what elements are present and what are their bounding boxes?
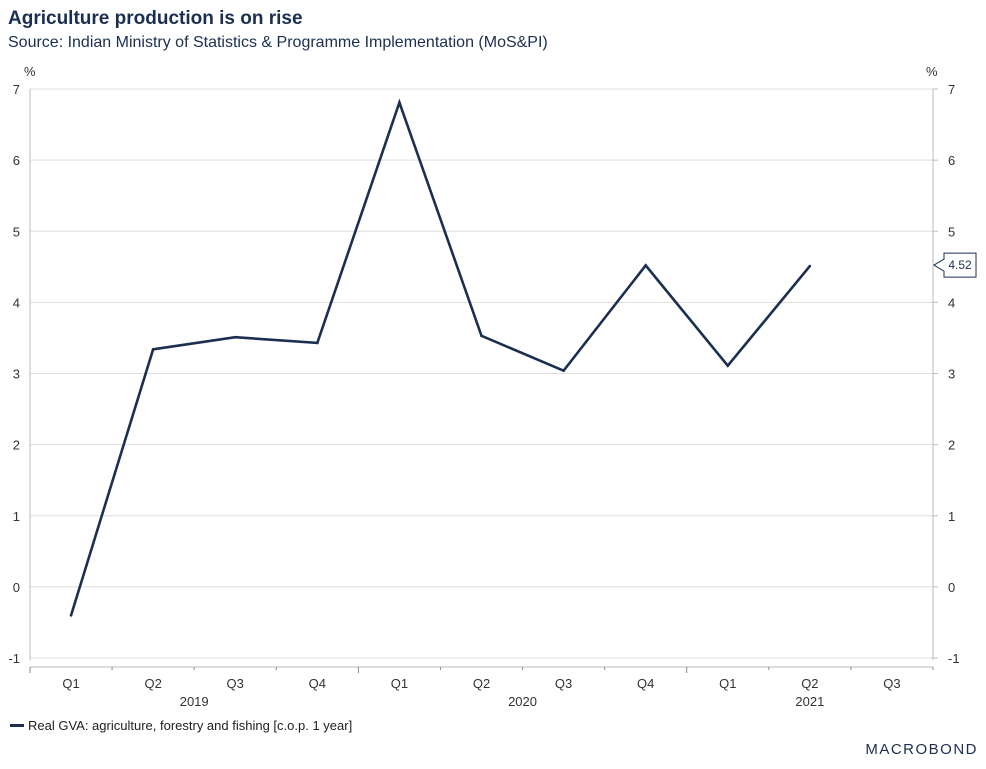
callout-value: 4.52 — [948, 258, 972, 272]
y-tick-label-left: 6 — [13, 153, 20, 168]
y-tick-label-right: 0 — [948, 580, 955, 595]
y-unit-left: % — [24, 64, 36, 79]
data-point — [233, 335, 237, 339]
y-tick-label-left: 3 — [13, 367, 20, 382]
axes: % % — [24, 64, 938, 668]
chart-title: Agriculture production is on rise — [8, 8, 303, 29]
y-tick-label-right: -1 — [948, 651, 960, 666]
x-tick-label: Q2 — [473, 676, 490, 691]
data-point — [644, 264, 647, 267]
x-tick-label: Q1 — [719, 676, 736, 691]
data-point — [69, 614, 73, 617]
y-unit-right: % — [926, 64, 938, 79]
y-tick-label-left: 0 — [13, 580, 20, 595]
macrobond-logo: MACROBOND — [865, 741, 978, 758]
y-tick-label-right: 3 — [948, 367, 955, 382]
last-value-callout: 4.52 — [933, 252, 977, 278]
x-tick-label: Q3 — [227, 676, 244, 691]
y-tick-label-right: 6 — [948, 153, 955, 168]
legend-label: Real GVA: agriculture, forestry and fish… — [28, 718, 353, 733]
y-tick-label-right: 5 — [948, 224, 955, 239]
y-tick-label-left: -1 — [8, 651, 20, 666]
y-tick-label-right: 1 — [948, 509, 955, 524]
callout-box — [933, 252, 977, 278]
series — [69, 98, 812, 617]
y-tick-labels: -1 -1 0 0 1 1 2 2 3 3 4 4 5 5 6 6 7 7 — [8, 82, 959, 666]
series-line — [69, 98, 811, 616]
y-tick-label-left: 5 — [13, 224, 20, 239]
x-tick-label: Q3 — [555, 676, 572, 691]
x-tick-labels: Q1 Q2 Q3 Q4 Q1 Q2 Q3 Q4 Q1 Q2 Q3 2019 2020 2021 — [29, 667, 934, 709]
x-year-label: 2021 — [795, 694, 824, 709]
data-point — [480, 334, 483, 338]
y-tick-label-left: 4 — [13, 295, 20, 310]
y-tick-label-right: 4 — [948, 295, 955, 310]
y-tick-label-left: 2 — [13, 438, 20, 453]
y-tick-label-left: 7 — [13, 82, 20, 97]
x-tick-label: Q2 — [144, 676, 161, 691]
x-tick-label: Q1 — [391, 676, 408, 691]
data-point — [151, 348, 155, 351]
data-point — [562, 369, 565, 372]
legend: Real GVA: agriculture, forestry and fish… — [10, 718, 352, 733]
legend-swatch — [10, 724, 24, 727]
data-point — [726, 364, 730, 367]
y-tick-label-right: 2 — [948, 438, 955, 453]
x-tick-label: Q2 — [801, 676, 818, 691]
x-tick-label: Q4 — [309, 676, 326, 691]
data-point — [316, 341, 319, 345]
x-year-label: 2020 — [508, 694, 537, 709]
chart-subtitle: Source: Indian Ministry of Statistics & … — [8, 34, 548, 51]
y-tick-label-left: 1 — [13, 509, 20, 524]
y-tick-label-right: 7 — [948, 82, 955, 97]
grid-lines — [30, 88, 938, 659]
x-tick-label: Q4 — [637, 676, 654, 691]
x-year-label: 2019 — [180, 694, 209, 709]
x-tick-label: Q3 — [883, 676, 900, 691]
data-point — [808, 264, 812, 268]
data-point — [398, 101, 401, 104]
x-tick-label: Q1 — [62, 676, 79, 691]
